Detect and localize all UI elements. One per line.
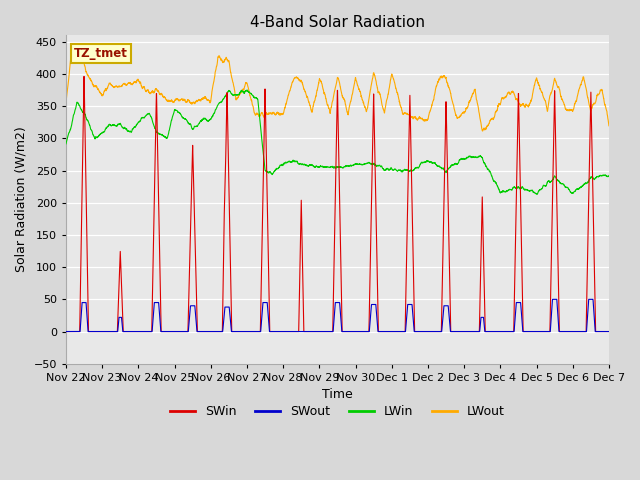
X-axis label: Time: Time [322,388,353,401]
Y-axis label: Solar Radiation (W/m2): Solar Radiation (W/m2) [15,127,28,273]
Legend: SWin, SWout, LWin, LWout: SWin, SWout, LWin, LWout [165,400,510,423]
Text: TZ_tmet: TZ_tmet [74,47,128,60]
Title: 4-Band Solar Radiation: 4-Band Solar Radiation [250,15,425,30]
